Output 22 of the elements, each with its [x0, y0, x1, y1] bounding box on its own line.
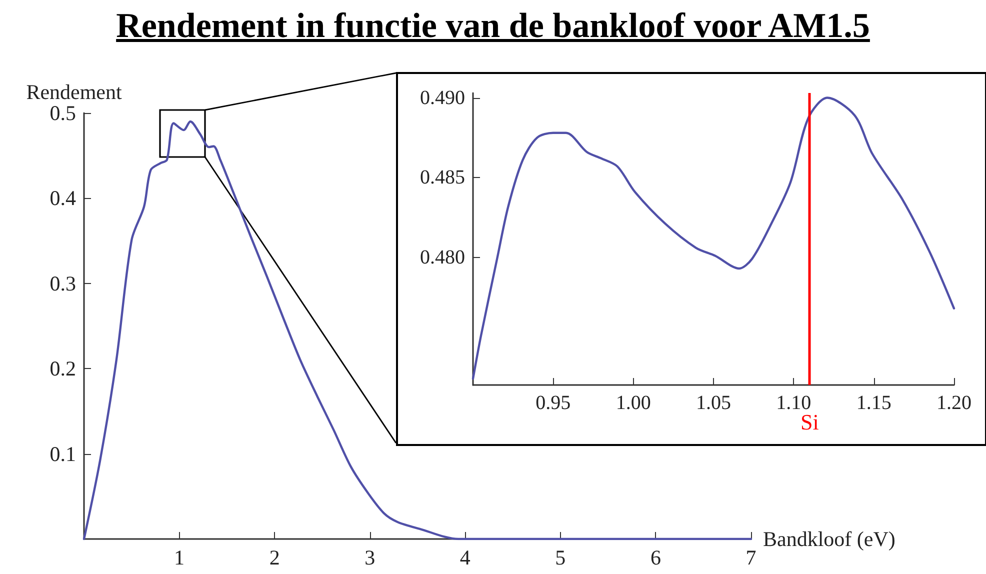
x-tick-label: 1.20: [936, 392, 972, 414]
y-tick-label: 0.490: [420, 86, 465, 109]
y-tick-label: 0.3: [50, 271, 76, 296]
line-series: [472, 96, 956, 380]
x-tick-label: 1.15: [856, 392, 892, 414]
x-tick-label: 1.05: [696, 392, 731, 414]
x-tick-label: 7: [746, 546, 756, 570]
x-axis-title: Bandkloof (eV): [763, 527, 896, 551]
y-tick-label: 0.485: [420, 166, 465, 189]
y-tick-label: 0.480: [420, 246, 465, 268]
y-tick-label: 0.1: [50, 442, 76, 466]
x-tick-label: 6: [650, 546, 661, 570]
y-tick-label: 0.2: [50, 356, 76, 381]
chart-title: Rendement in functie van de bankloof voor AM1.5: [115, 6, 871, 46]
x-tick-label: 0.95: [536, 392, 571, 414]
x-tick-label: 1.00: [616, 392, 651, 414]
x-tick-label: 3: [364, 546, 376, 570]
y-tick-label: 0.4: [50, 186, 76, 210]
x-tick-label: 2: [269, 546, 280, 570]
x-tick-label: 1: [174, 546, 185, 570]
x-tick-label: 5: [555, 546, 566, 570]
x-tick-label: 4: [460, 546, 471, 570]
